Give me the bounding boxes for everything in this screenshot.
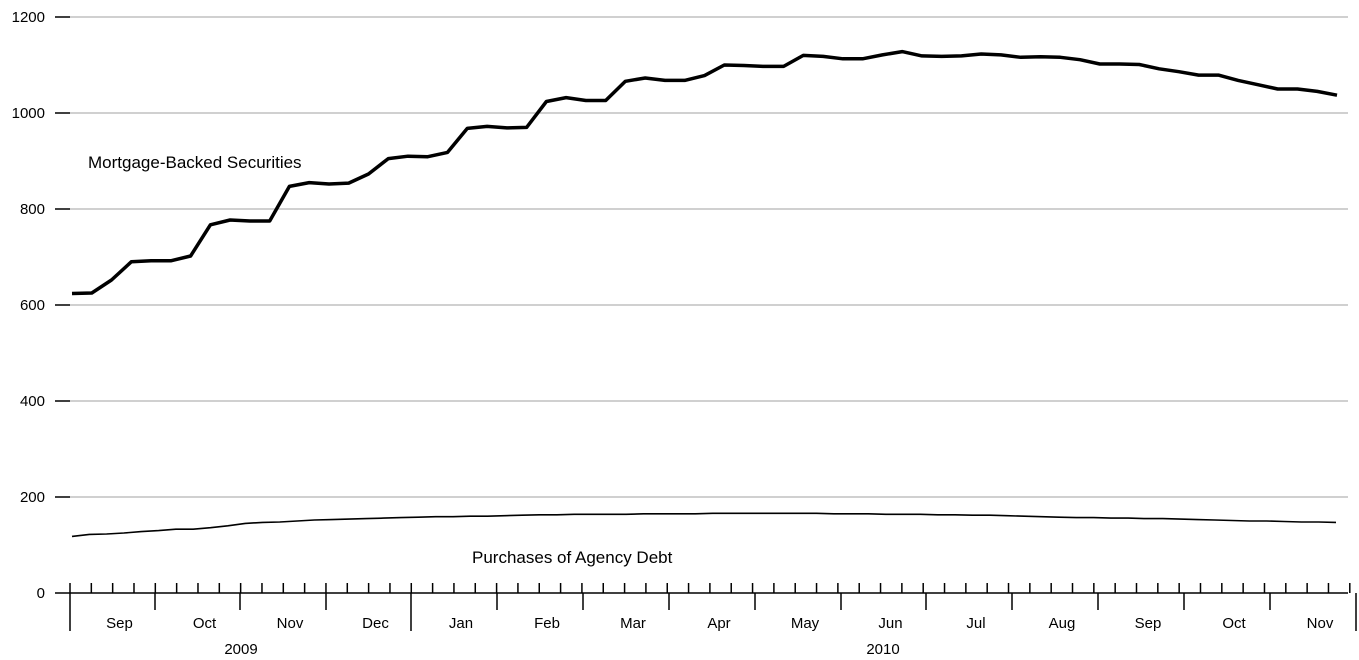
x-month-label: Mar [620,615,646,632]
y-tick-label: 400 [20,393,45,410]
y-tick-label: 800 [20,201,45,218]
y-tick-label: 200 [20,489,45,506]
x-month-label: May [791,615,820,632]
x-month-label: Jan [449,615,473,632]
x-month-label: Oct [1222,615,1246,632]
series-label-mbs: Mortgage-Backed Securities [88,153,302,172]
y-tick-label: 1200 [12,9,45,26]
x-month-label: Dec [362,615,389,632]
x-month-label: Nov [277,615,304,632]
y-tick-label: 1000 [12,105,45,122]
x-month-label: Nov [1307,615,1334,632]
x-month-label: Jul [966,615,985,632]
series-line-mbs [71,49,1338,296]
x-month-label: Apr [707,615,730,632]
x-axis: Sep Oct Nov Dec Jan Feb Mar Apr May Jun Jul Aug Sep O… [69,583,1357,658]
x-year-label: 2009 [224,641,257,658]
x-month-label: Feb [534,615,560,632]
x-month-label: Aug [1049,615,1076,632]
y-axis: 0 200 400 600 800 1000 1200 [12,9,70,602]
x-month-label: Jun [878,615,902,632]
x-month-label: Sep [106,615,133,632]
x-year-label: 2010 [866,641,899,658]
y-tick-label: 0 [37,585,45,602]
series-label-agency-debt: Purchases of Agency Debt [472,548,673,567]
gridlines [70,16,1348,498]
series-lines [71,49,1338,538]
x-month-label: Oct [193,615,217,632]
x-month-label: Sep [1135,615,1162,632]
y-tick-label: 600 [20,297,45,314]
series-line-agency-debt [71,512,1337,538]
